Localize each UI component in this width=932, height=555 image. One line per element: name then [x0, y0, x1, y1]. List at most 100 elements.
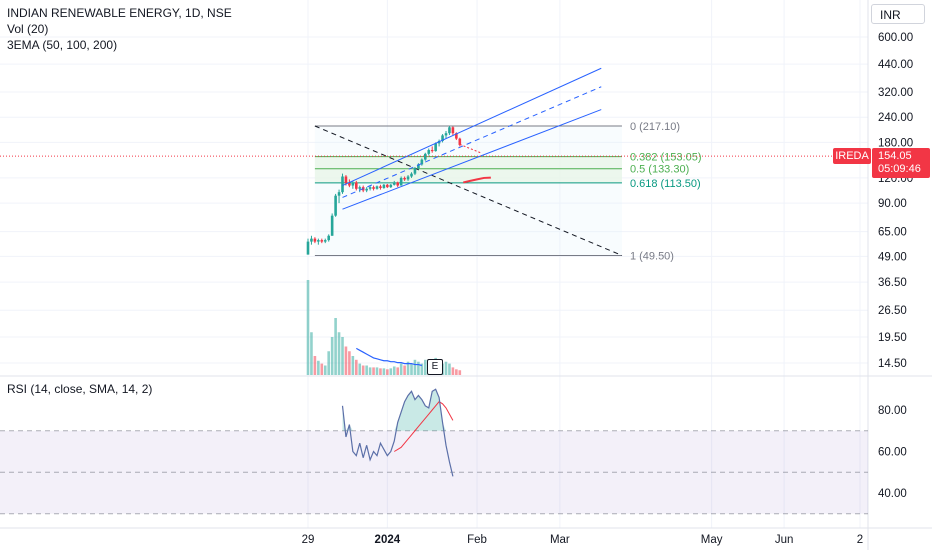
rsi-axis-label: 40.00 [878, 488, 907, 500]
volume-bar [375, 367, 379, 375]
price-axis-label: 90.00 [878, 198, 907, 210]
candle-body [434, 143, 437, 152]
volume-bar [365, 365, 368, 375]
rsi-axis-label: 60.00 [878, 447, 907, 459]
volume-bar [406, 361, 410, 375]
candle-body [424, 153, 427, 160]
rsi-line [341, 388, 454, 477]
ema-line [463, 176, 491, 184]
chart-title: INDIAN RENEWABLE ENERGY, 1D, NSE [7, 6, 232, 20]
volume-bar [337, 332, 341, 375]
price-axis-label: 180.00 [878, 137, 913, 149]
price-axis-label: 240.00 [878, 112, 913, 124]
last-price-value: 154.05 [878, 150, 912, 162]
price-axis-label: 65.00 [878, 227, 907, 239]
volume-bar [310, 332, 313, 375]
candle-body [306, 241, 310, 255]
volume-bar [403, 365, 406, 375]
candle-body [327, 235, 330, 241]
volume-bar [444, 361, 448, 375]
volume-bar [313, 356, 317, 375]
candle-body [417, 164, 420, 169]
volume-bar [458, 370, 462, 375]
last-price-tag: 154.05 05:09:46 [872, 148, 930, 178]
candle-body [458, 138, 462, 145]
time-axis-label: 2024 [375, 534, 401, 546]
volume-bar [451, 367, 455, 375]
time-axis-label: Mar [550, 534, 570, 546]
regression-channel-upper [342, 67, 602, 187]
candle-body [396, 182, 399, 186]
price-axis-label: 19.50 [878, 332, 907, 344]
volume-bar [327, 351, 330, 375]
regression-channel-lower [342, 109, 602, 210]
volume-ma-line [356, 347, 423, 367]
rsi-overbought-fill [342, 389, 453, 431]
volume-bar [413, 359, 417, 375]
time-axis-label: Feb [467, 534, 487, 546]
volume-bar [448, 363, 451, 375]
price-axis-label: 600.00 [878, 32, 913, 44]
fib-label: 0.382 (153.05) [630, 152, 702, 164]
rsi-legend[interactable]: RSI (14, close, SMA, 14, 2) [7, 382, 153, 396]
candle-body [344, 176, 348, 184]
volume-bar [344, 346, 348, 375]
fib-trend-line [314, 125, 623, 256]
candle-body [372, 187, 375, 189]
candle-body [427, 150, 431, 154]
candle-body [337, 192, 341, 196]
candle-body [389, 184, 393, 188]
volume-bar [323, 365, 327, 375]
candle-body [365, 188, 368, 191]
time-axis-label: May [701, 534, 723, 546]
price-axis-label: 440.00 [878, 59, 913, 71]
volume-bar [320, 363, 324, 375]
candle-body [441, 135, 444, 141]
fib-label: 0.618 (113.50) [630, 178, 701, 190]
volume-bar [379, 368, 382, 375]
volume-bar [420, 363, 424, 375]
volume-bar [410, 363, 413, 375]
candle-body [382, 184, 386, 188]
volume-bar [389, 368, 393, 375]
candle-body [334, 195, 337, 216]
volume-bar [382, 368, 386, 375]
candle-body [399, 177, 403, 186]
price-axis-label: 49.00 [878, 251, 907, 263]
candle-body [310, 238, 313, 242]
volume-bar [396, 367, 399, 375]
volume-bar [417, 361, 420, 375]
volume-bar [358, 363, 362, 375]
fib-label: 0 (217.10) [630, 121, 680, 133]
candle-body [323, 240, 327, 242]
ema-legend[interactable]: 3EMA (50, 100, 200) [7, 38, 118, 52]
candle-body [451, 127, 455, 134]
currency-selector[interactable]: INR [871, 4, 925, 24]
rsi-ma-line [393, 401, 454, 452]
price-axis-label: 36.50 [878, 277, 907, 289]
volume-legend[interactable]: Vol (20) [7, 22, 49, 36]
candle-body [379, 186, 382, 188]
candle-body [448, 127, 451, 134]
volume-bar [372, 367, 375, 375]
candle-body [410, 173, 413, 177]
regression-channel-mid [342, 86, 602, 198]
candle-body [386, 184, 389, 188]
volume-bar [351, 356, 355, 375]
earnings-badge[interactable]: E [427, 359, 443, 375]
volume-bar [368, 367, 372, 375]
candle-body [341, 176, 344, 193]
time-axis-label: 2 [857, 534, 863, 546]
volume-bar [330, 337, 334, 375]
candle-body [392, 182, 396, 185]
candle-body [403, 177, 406, 180]
volume-bar [399, 363, 403, 375]
volume-bar [455, 369, 458, 375]
fib-label: 0.5 (133.30) [630, 164, 689, 176]
fib-label: 1 (49.50) [630, 250, 674, 262]
candle-body [351, 182, 355, 186]
candle-body [313, 238, 317, 242]
candle-body [375, 186, 379, 189]
